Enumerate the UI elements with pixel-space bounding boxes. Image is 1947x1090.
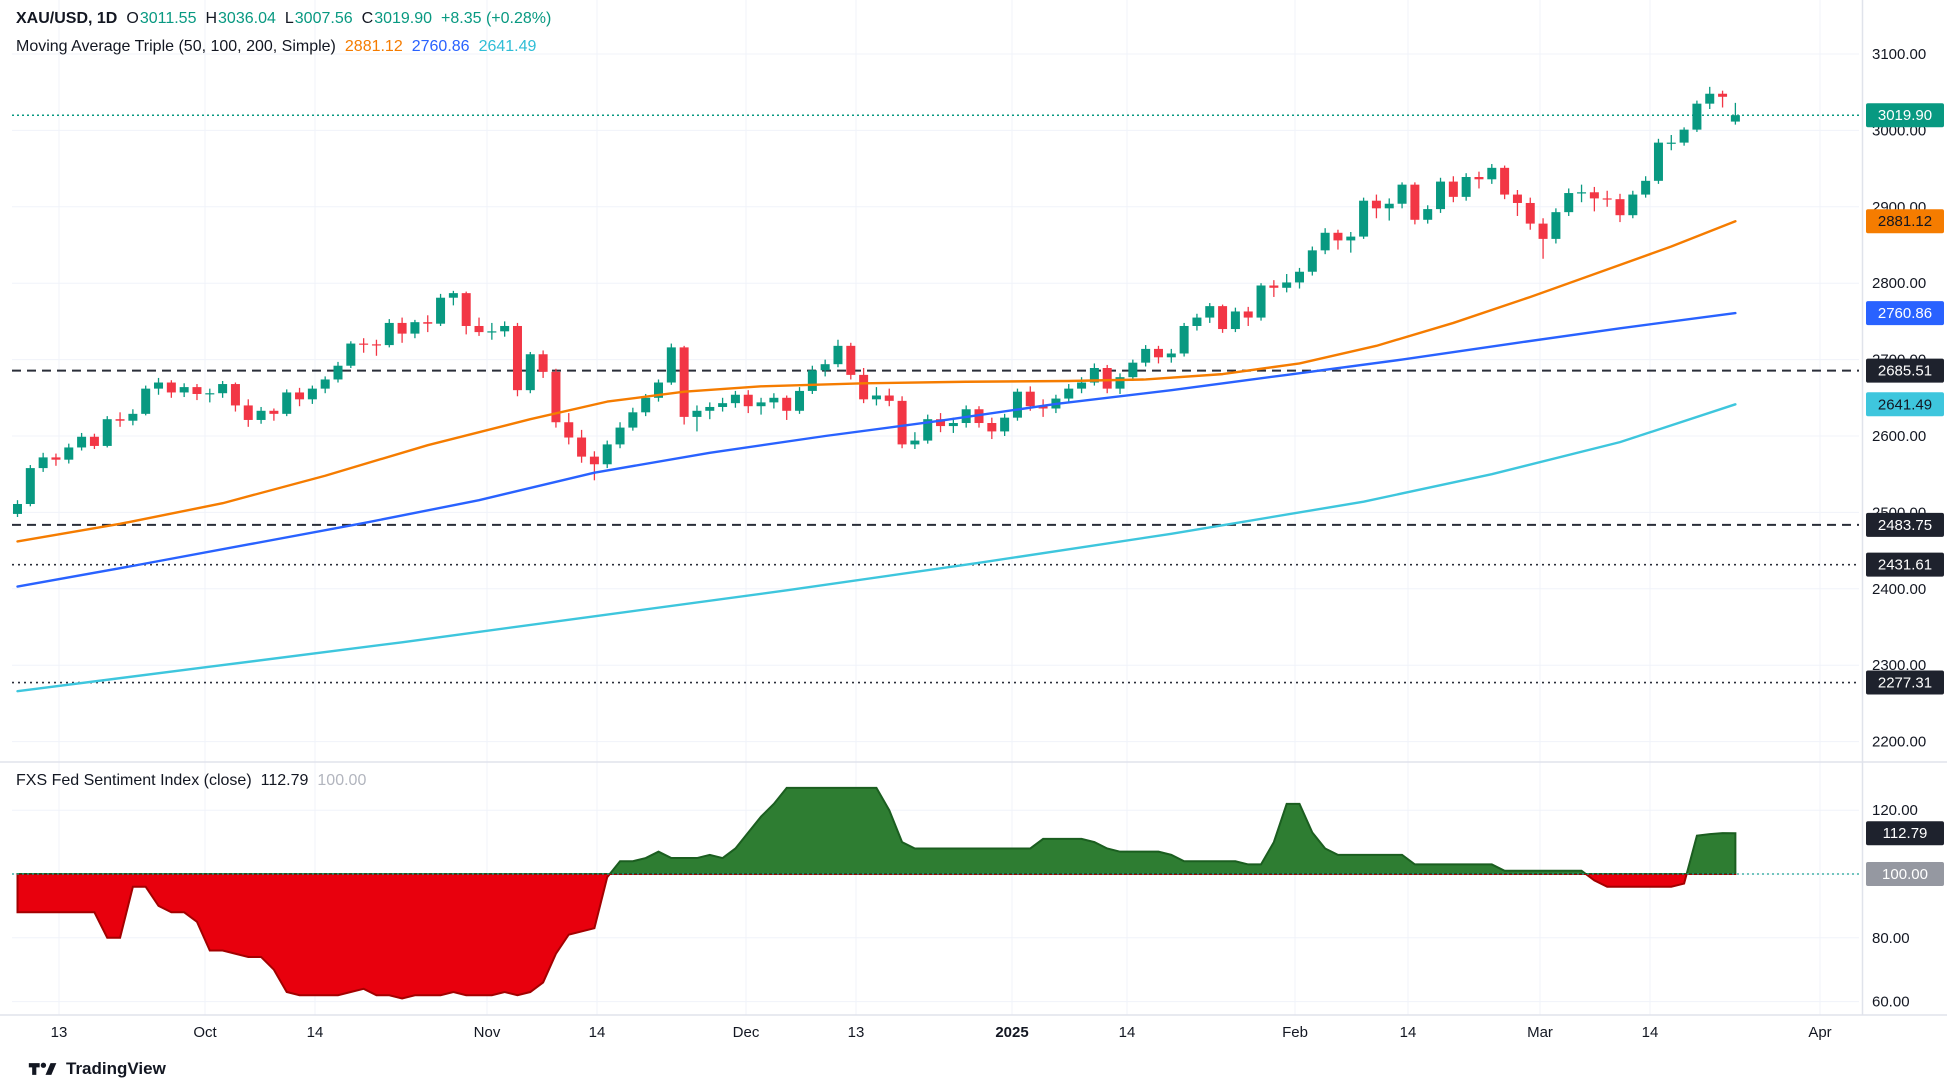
tradingview-logo-icon [28, 1062, 57, 1075]
close-value: C 3019.90 [361, 10, 433, 27]
svg-text:3019.90: 3019.90 [1878, 107, 1932, 124]
time-axis-label: 14 [589, 1024, 606, 1041]
ma200-value: 2641.49 [478, 38, 537, 55]
main-legend: XAU/USD, 1D O 3011.55 H 3036.04 L 3007.56 C… [16, 10, 551, 28]
svg-text:100.00: 100.00 [1882, 866, 1928, 883]
tradingview-logo-text: TradingView [66, 1059, 166, 1078]
time-axis-label: Mar [1527, 1024, 1553, 1041]
sentiment-axis-label: 60.00 [1872, 994, 1910, 1011]
svg-text:2483.75: 2483.75 [1878, 517, 1932, 534]
time-axis-label: 2025 [995, 1024, 1028, 1041]
sentiment-pane [12, 786, 1859, 1000]
sentiment-current-value: 112.79 [260, 772, 309, 789]
sentiment-baseline-value: 100.00 [317, 772, 367, 789]
price-axis-label: 2600.00 [1872, 428, 1926, 445]
time-axis-label: 14 [1400, 1024, 1417, 1041]
time-axis-label: 14 [1119, 1024, 1136, 1041]
moving-average-lines [16, 220, 1737, 693]
svg-text:2881.12: 2881.12 [1878, 213, 1932, 230]
time-axis-label: Nov [474, 1024, 501, 1041]
svg-text:2431.61: 2431.61 [1878, 557, 1932, 574]
price-axis-label: 2800.00 [1872, 275, 1926, 292]
price-axis-label: 2300.00 [1872, 657, 1926, 674]
time-axis[interactable]: 13 Oct 14 Nov 14 Dec 13 2025 14 Feb 14 Mar 14 Apr [51, 1024, 1832, 1041]
price-axis-label: 2400.00 [1872, 581, 1926, 598]
sentiment-value-label: 112.79 [1866, 821, 1944, 846]
ma200-price-label: 2641.49 [1866, 392, 1944, 417]
ma50-value: 2881.12 [344, 38, 403, 55]
sentiment-axis-label: 120.00 [1872, 802, 1918, 819]
price-line-label: 2277.31 [1866, 670, 1944, 695]
change-value: +8.35 (+0.28%) [441, 10, 552, 27]
time-axis-label: Dec [733, 1024, 760, 1041]
symbol-title[interactable]: XAU/USD, 1D [16, 10, 118, 27]
ma-indicator-title[interactable]: Moving Average Triple (50, 100, 200, Sim… [16, 38, 336, 55]
sentiment-axis-label: 80.00 [1872, 930, 1910, 947]
price-level-lines [12, 369, 1859, 684]
svg-text:112.79: 112.79 [1883, 825, 1928, 842]
sentiment-indicator-title[interactable]: FXS Fed Sentiment Index (close) [16, 772, 252, 789]
sentiment-baseline-label: 100.00 [1866, 862, 1944, 886]
time-axis-label: 14 [1642, 1024, 1659, 1041]
open-value: O 3011.55 [126, 10, 197, 27]
svg-text:2685.51: 2685.51 [1878, 363, 1932, 380]
sentiment-indicator-legend: FXS Fed Sentiment Index (close) 112.79 1… [16, 772, 366, 790]
tradingview-attribution[interactable]: TradingView [28, 1058, 166, 1080]
low-value: L 3007.56 [284, 10, 353, 27]
ma100-price-label: 2760.86 [1866, 301, 1944, 326]
ma-indicator-legend: Moving Average Triple (50, 100, 200, Sim… [16, 38, 536, 56]
price-axis-label: 3100.00 [1872, 46, 1926, 63]
last-price-label: 3019.90 [1866, 103, 1944, 128]
pane-separators[interactable] [0, 0, 1947, 1016]
svg-text:2760.86: 2760.86 [1878, 305, 1932, 322]
price-line-label: 2483.75 [1866, 512, 1944, 537]
time-axis-label: Feb [1282, 1024, 1308, 1041]
time-axis-label: Apr [1808, 1024, 1831, 1041]
time-axis-label: Oct [193, 1024, 217, 1041]
time-axis-label: 13 [51, 1024, 68, 1041]
time-axis-label: 14 [307, 1024, 324, 1041]
ma50-price-label: 2881.12 [1866, 209, 1944, 234]
svg-text:2277.31: 2277.31 [1878, 675, 1932, 692]
high-value: H 3036.04 [205, 10, 276, 27]
svg-text:2641.49: 2641.49 [1878, 396, 1932, 413]
price-axis-label: 2200.00 [1872, 734, 1926, 751]
price-line-label: 2685.51 [1866, 358, 1944, 383]
price-line-label: 2431.61 [1866, 552, 1944, 577]
ma100-value: 2760.86 [411, 38, 470, 55]
time-axis-label: 13 [848, 1024, 865, 1041]
